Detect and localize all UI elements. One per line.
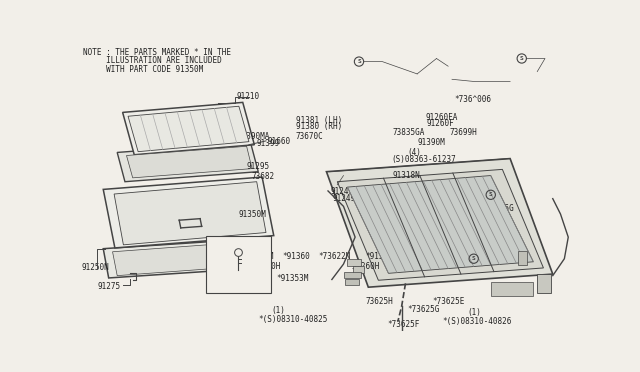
Text: 91275: 91275 — [97, 282, 120, 291]
Text: S: S — [472, 256, 476, 261]
Text: 91390M: 91390M — [417, 138, 445, 147]
Text: *91260H: *91260H — [348, 262, 380, 271]
Polygon shape — [348, 176, 533, 273]
Polygon shape — [103, 239, 260, 278]
Text: *(S)08310-40825: *(S)08310-40825 — [259, 315, 328, 324]
Text: 91381 (LH): 91381 (LH) — [296, 116, 342, 125]
Text: (S)08363-61237: (S)08363-61237 — [392, 155, 456, 164]
Text: 91249+A: 91249+A — [330, 187, 363, 196]
Text: 91295: 91295 — [246, 161, 270, 170]
Text: S: S — [489, 192, 493, 197]
Bar — [518, 251, 527, 265]
Polygon shape — [128, 106, 249, 152]
Text: *91360: *91360 — [282, 252, 310, 261]
Text: WITH PART CODE 91350M: WITH PART CODE 91350M — [83, 65, 204, 74]
Text: ILLUSTRATION ARE INCLUDED: ILLUSTRATION ARE INCLUDED — [83, 56, 222, 65]
Bar — [205, 235, 271, 294]
Polygon shape — [114, 182, 266, 245]
Polygon shape — [337, 169, 543, 280]
Text: NOTE : THE PARTS MARKED * IN THE: NOTE : THE PARTS MARKED * IN THE — [83, 48, 231, 57]
Text: 91260F: 91260F — [426, 119, 454, 128]
Bar — [347, 259, 360, 266]
Text: 73670C: 73670C — [296, 132, 323, 141]
Bar — [345, 279, 359, 285]
Text: *73625G: *73625G — [408, 305, 440, 314]
Text: 91318N: 91318N — [392, 171, 420, 180]
Polygon shape — [127, 146, 252, 178]
Text: 91260FA: 91260FA — [425, 113, 458, 122]
Text: 91660: 91660 — [268, 137, 291, 146]
Text: 73835G: 73835G — [486, 205, 515, 214]
Text: 73682: 73682 — [251, 172, 275, 181]
Text: *73622N: *73622N — [318, 252, 351, 261]
Text: 91380 (RH): 91380 (RH) — [296, 122, 342, 131]
Circle shape — [235, 249, 243, 256]
Text: 73625H: 73625H — [365, 297, 393, 306]
Text: *91260H: *91260H — [249, 262, 281, 271]
Text: (1): (1) — [271, 306, 285, 315]
Text: *91353N: *91353N — [365, 252, 397, 261]
Text: *73622M: *73622M — [241, 252, 273, 261]
Text: 91380EA: 91380EA — [222, 286, 255, 295]
Bar — [537, 274, 551, 294]
Text: 91250N: 91250N — [81, 263, 109, 272]
Text: *736^006: *736^006 — [454, 95, 492, 104]
Text: 91350M: 91350M — [239, 210, 266, 219]
Text: NO SUNROOF: NO SUNROOF — [216, 240, 262, 249]
Polygon shape — [117, 142, 259, 182]
Text: (1): (1) — [467, 308, 481, 317]
Bar — [353, 266, 364, 273]
Text: (4): (4) — [408, 148, 421, 157]
Bar — [491, 282, 533, 296]
Text: 73699H: 73699H — [449, 128, 477, 137]
Polygon shape — [113, 242, 253, 276]
Text: (8): (8) — [442, 219, 456, 228]
Text: *(S)08310-40826: *(S)08310-40826 — [442, 317, 511, 326]
Text: (S)08363-61237: (S)08363-61237 — [428, 227, 492, 235]
Text: S: S — [520, 56, 524, 61]
Polygon shape — [326, 158, 553, 287]
Text: 91210: 91210 — [237, 92, 260, 102]
Polygon shape — [123, 102, 254, 155]
Text: S: S — [357, 59, 361, 64]
Text: *91353M: *91353M — [276, 274, 308, 283]
Text: 91399: 91399 — [256, 139, 279, 148]
Text: 73835GA: 73835GA — [392, 128, 425, 137]
Text: 91380E: 91380E — [225, 278, 252, 287]
Text: *73625F: *73625F — [388, 320, 420, 328]
Bar — [344, 272, 360, 278]
Text: 91280: 91280 — [237, 237, 261, 246]
Text: 91390MA: 91390MA — [237, 132, 270, 141]
Polygon shape — [103, 177, 274, 248]
Text: *73625E: *73625E — [432, 297, 465, 306]
Text: 91249: 91249 — [333, 193, 356, 203]
